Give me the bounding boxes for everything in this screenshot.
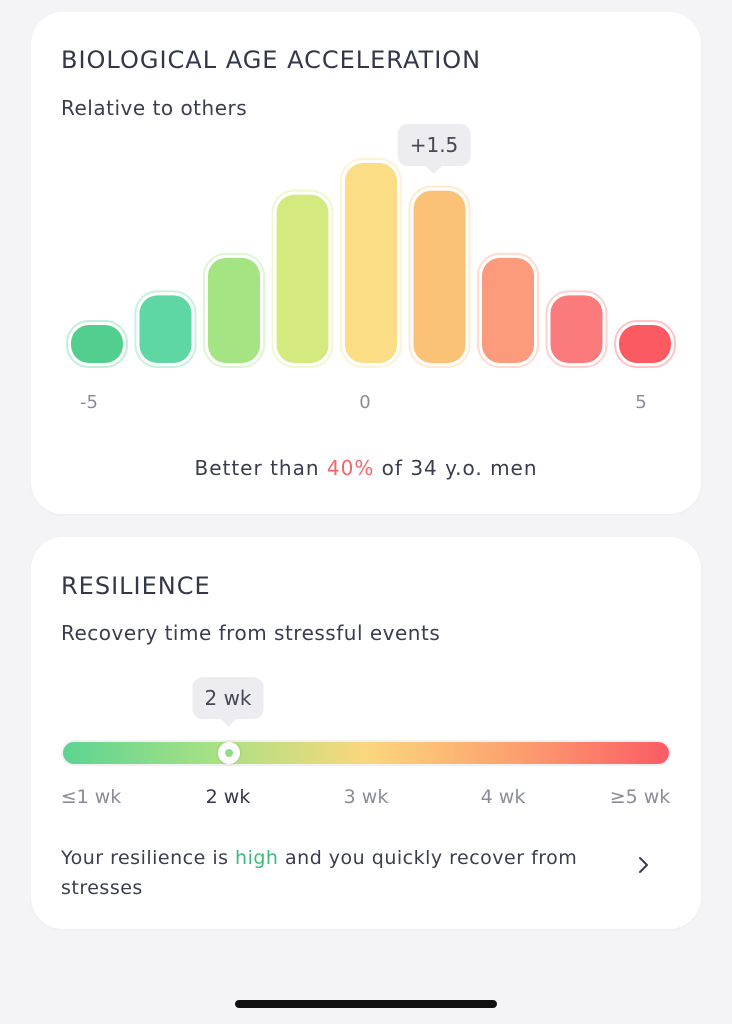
home-indicator: [235, 1000, 497, 1008]
resilience-title: RESILIENCE: [61, 572, 211, 600]
tick-2wk: 2 wk: [205, 786, 251, 808]
caption-percent: 40%: [326, 456, 375, 480]
bio-age-caption: Better than 40% of 34 y.o. men: [31, 456, 701, 480]
bio-age-distribution-chart: [66, 158, 676, 369]
tick-1wk: ≤1 wk: [60, 786, 122, 808]
axis-label-min: -5: [80, 392, 98, 413]
bio-age-value-tooltip: +1.5: [397, 124, 471, 174]
caption-suffix: of 34 y.o. men: [374, 456, 538, 480]
bio-age-subtitle: Relative to others: [61, 96, 248, 120]
axis-label-zero: 0: [359, 392, 371, 413]
resilience-slider-track: [61, 740, 671, 766]
distribution-bar: [208, 257, 260, 363]
caption-prefix: Better than: [194, 456, 327, 480]
desc-suffix: and you quickly recover from stresses: [61, 847, 578, 899]
bio-age-card: BIOLOGICAL AGE ACCELERATION Relative to …: [31, 12, 701, 514]
tick-3wk: 3 wk: [343, 786, 389, 808]
resilience-subtitle: Recovery time from stressful events: [61, 621, 441, 645]
distribution-bar: [413, 190, 466, 363]
distribution-bar: [276, 194, 329, 363]
distribution-bar: [139, 295, 192, 363]
distribution-bar: [345, 163, 397, 363]
resilience-card[interactable]: RESILIENCE Recovery time from stressful …: [31, 537, 701, 929]
tick-4wk: 4 wk: [480, 786, 526, 808]
distribution-bar: [71, 325, 123, 363]
resilience-slider-thumb: [218, 742, 240, 764]
desc-highlight: high: [235, 847, 279, 869]
axis-label-max: 5: [635, 392, 647, 413]
desc-prefix: Your resilience is: [61, 847, 236, 869]
distribution-bar: [482, 257, 534, 363]
resilience-value-tooltip: 2 wk: [192, 677, 264, 727]
tick-5wk: ≥5 wk: [609, 786, 671, 808]
resilience-description: Your resilience is high and you quickly …: [61, 843, 581, 903]
distribution-bar: [550, 295, 603, 363]
bio-age-title: BIOLOGICAL AGE ACCELERATION: [61, 46, 482, 74]
distribution-bar: [619, 325, 671, 363]
chevron-right-icon[interactable]: [631, 853, 655, 877]
